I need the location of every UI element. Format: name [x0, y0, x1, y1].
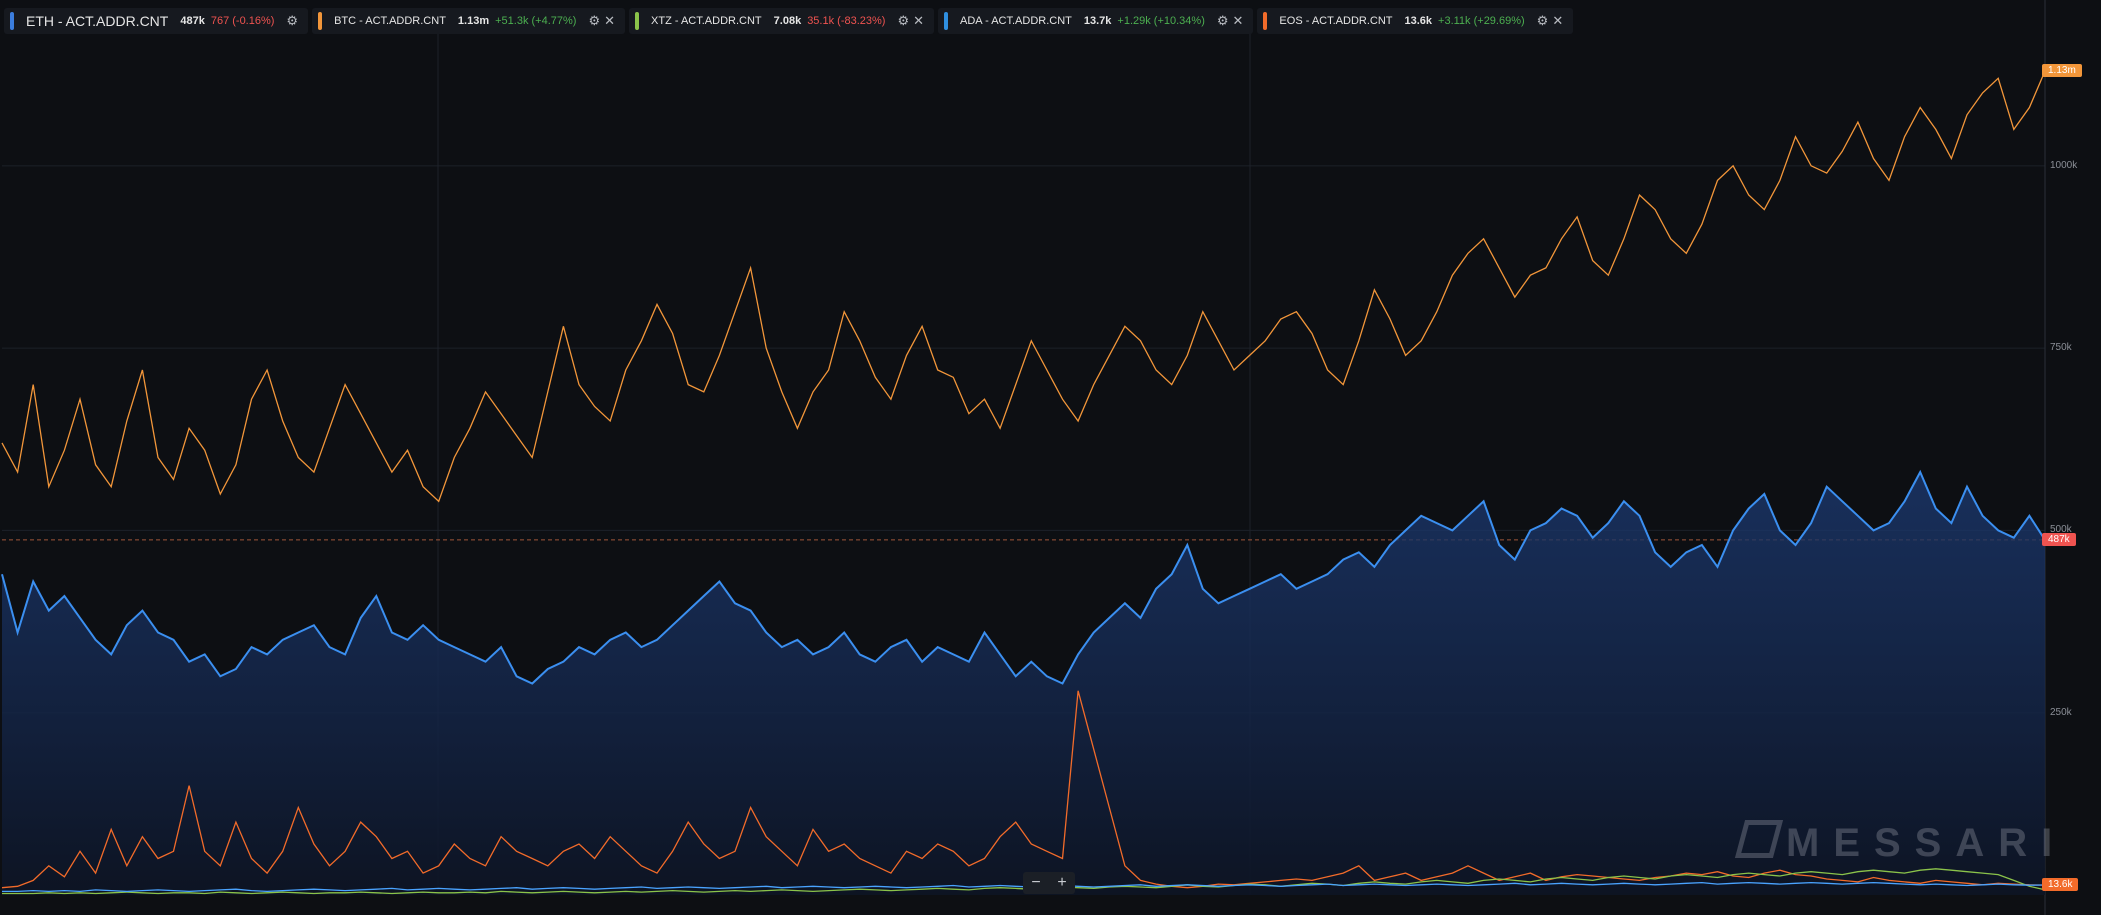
- series-name: BTC - ACT.ADDR.CNT: [334, 15, 446, 27]
- y-tick-label: 1000k: [2050, 159, 2078, 171]
- zoom-controls: − +: [1023, 872, 1075, 894]
- close-icon[interactable]: ✕: [604, 13, 616, 28]
- series-color-swatch: [635, 12, 640, 30]
- series-value: 1.13m: [457, 15, 490, 27]
- legend-chip[interactable]: BTC - ACT.ADDR.CNT 1.13m +51.3k (+4.77%) ⚙ ✕: [312, 8, 626, 34]
- series-line: [1, 70, 2046, 503]
- series-color-swatch: [1263, 12, 1268, 30]
- series-change: +3.11k (+29.69%): [1438, 15, 1525, 27]
- legend-chip[interactable]: ADA - ACT.ADDR.CNT 13.7k +1.29k (+10.34%) ⚙…: [938, 8, 1254, 34]
- series-change: 767 (-0.16%): [210, 15, 275, 27]
- series-change: +51.3k (+4.77%): [495, 15, 577, 27]
- series-line: [1, 690, 2046, 889]
- series-change: +1.29k (+10.34%): [1117, 15, 1205, 27]
- last-value-tag: 1.13m: [2042, 64, 2082, 78]
- y-tick-label: 250k: [2050, 706, 2072, 718]
- last-value-tag: 13.6k: [2042, 878, 2079, 892]
- series-color-swatch: [10, 12, 14, 30]
- series-value: 7.08k: [773, 15, 802, 27]
- series-change: 35.1k (-83.23%): [807, 15, 886, 27]
- gear-icon[interactable]: ⚙: [1536, 13, 1549, 28]
- legend-chip[interactable]: XTZ - ACT.ADDR.CNT 7.08k 35.1k (-83.23%) ⚙ ✕: [629, 8, 935, 34]
- zoom-in-button[interactable]: +: [1057, 874, 1067, 891]
- eth-area: [2, 472, 2045, 895]
- close-icon[interactable]: ✕: [1552, 13, 1564, 28]
- legend-bar: ETH - ACT.ADDR.CNT 487k 767 (-0.16%) ⚙ BTC -…: [4, 8, 1574, 34]
- series-color-swatch: [318, 12, 323, 30]
- watermark-logo: MESSARI: [1734, 820, 2067, 866]
- series-name: EOS - ACT.ADDR.CNT: [1279, 15, 1393, 27]
- last-value-tag: 487k: [2042, 532, 2076, 546]
- legend-chip[interactable]: ETH - ACT.ADDR.CNT 487k 767 (-0.16%) ⚙: [4, 8, 309, 34]
- gear-icon[interactable]: ⚙: [897, 13, 910, 28]
- series-value: 487k: [180, 15, 205, 27]
- gear-icon[interactable]: ⚙: [286, 13, 299, 28]
- zoom-out-button[interactable]: −: [1031, 874, 1041, 891]
- series-value: 13.7k: [1083, 15, 1112, 27]
- y-tick-label: 500k: [2050, 524, 2072, 536]
- close-icon[interactable]: ✕: [913, 13, 925, 28]
- series-name: ETH - ACT.ADDR.CNT: [26, 13, 169, 29]
- legend-chip[interactable]: EOS - ACT.ADDR.CNT 13.6k +3.11k (+29.69%) ⚙…: [1257, 8, 1574, 34]
- y-tick-label: 750k: [2050, 342, 2072, 354]
- messari-logo-icon: [1734, 820, 1784, 858]
- gear-icon[interactable]: ⚙: [588, 13, 601, 28]
- series-name: ADA - ACT.ADDR.CNT: [960, 15, 1072, 27]
- series-value: 13.6k: [1404, 15, 1433, 27]
- series-name: XTZ - ACT.ADDR.CNT: [651, 15, 762, 27]
- series-line: [1, 469, 2046, 685]
- watermark-text: MESSARI: [1786, 821, 2067, 865]
- close-icon[interactable]: ✕: [1232, 13, 1244, 28]
- gear-icon[interactable]: ⚙: [1216, 13, 1229, 28]
- series-color-swatch: [944, 12, 949, 30]
